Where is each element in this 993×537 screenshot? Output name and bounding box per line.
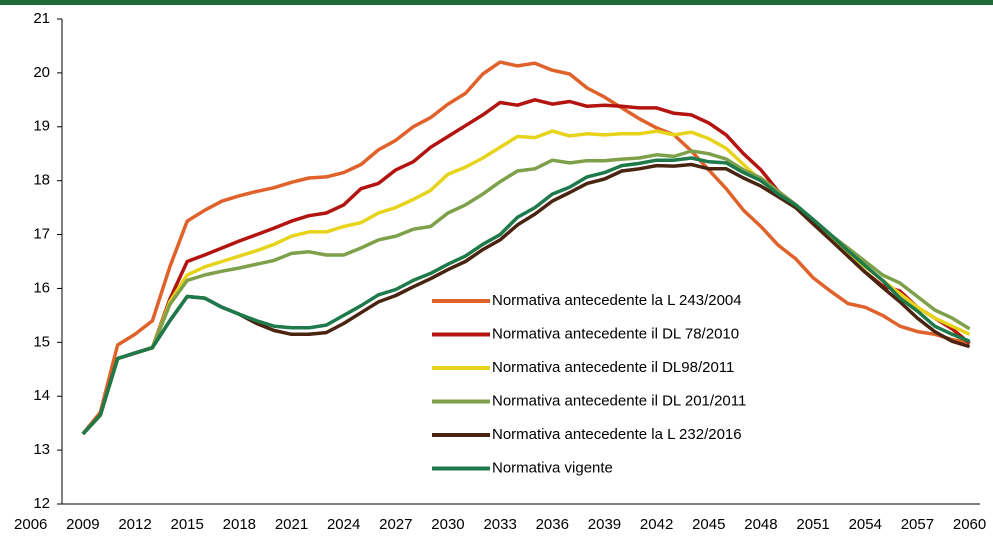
- y-tick-label: 19: [33, 118, 50, 135]
- x-tick-label: 2048: [744, 516, 777, 533]
- y-tick-label: 20: [33, 64, 50, 81]
- x-tick-label: 2009: [66, 516, 99, 533]
- y-tick-label: 12: [33, 495, 50, 512]
- x-tick-label: 2021: [275, 516, 308, 533]
- x-tick-label: 2057: [901, 516, 934, 533]
- x-tick-label: 2012: [118, 516, 151, 533]
- y-tick-label: 18: [33, 172, 50, 189]
- x-tick-label: 2015: [170, 516, 203, 533]
- x-tick-label: 2039: [588, 516, 621, 533]
- y-tick-label: 14: [33, 387, 50, 404]
- legend-label: Normativa antecedente il DL 78/2010: [492, 325, 739, 342]
- series-line: [81, 129, 971, 436]
- y-tick-label: 21: [33, 10, 50, 27]
- x-tick-label: 2051: [796, 516, 829, 533]
- legend-label: Normativa antecedente il DL98/2011: [492, 359, 734, 376]
- legend-label: Normativa antecedente il DL 201/2011: [492, 392, 746, 409]
- x-tick-label: 2060: [953, 516, 986, 533]
- x-tick-label: 2042: [640, 516, 673, 533]
- x-tick-label: 2045: [692, 516, 725, 533]
- legend-label: Normativa antecedente la L 232/2016: [492, 426, 742, 443]
- x-tick-label: 2006: [14, 516, 47, 533]
- x-tick-label: 2018: [223, 516, 256, 533]
- y-tick-label: 13: [33, 441, 50, 458]
- y-tick-label: 17: [33, 226, 50, 243]
- series-line: [81, 156, 971, 436]
- series-line: [81, 60, 970, 436]
- x-tick-label: 2024: [327, 516, 360, 533]
- x-tick-label: 2030: [431, 516, 464, 533]
- series-line: [81, 98, 971, 436]
- y-tick-label: 15: [33, 333, 50, 350]
- legend-label: Normativa vigente: [492, 459, 613, 476]
- y-tick-label: 16: [33, 279, 50, 296]
- x-tick-label: 2054: [849, 516, 882, 533]
- x-tick-label: 2027: [379, 516, 412, 533]
- x-tick-label: 2036: [536, 516, 569, 533]
- x-tick-label: 2033: [483, 516, 516, 533]
- top-band: [0, 0, 993, 5]
- legend-label: Normativa antecedente la L 243/2004: [492, 292, 742, 309]
